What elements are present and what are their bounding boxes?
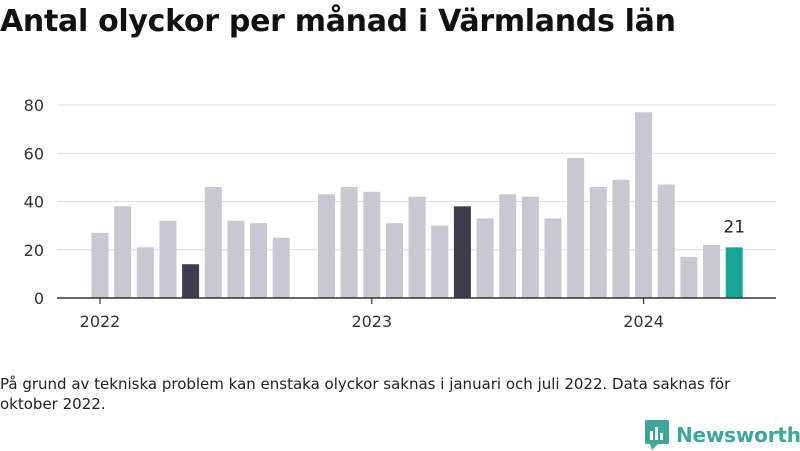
bar-2024-05	[725, 247, 743, 298]
x-tick-label: 2024	[623, 312, 664, 331]
labels: 0 20 40 60 80 2022 2023 2024 21	[24, 96, 745, 331]
bar-2022-09	[272, 237, 290, 298]
chart-title: Antal olyckor per månad i Värmlands län	[0, 4, 676, 39]
bar-2023-08	[521, 196, 539, 298]
bar-2022-05	[182, 264, 200, 298]
bar-2023-05	[453, 206, 471, 298]
bar-2023-12	[612, 179, 630, 298]
bar-2022-01	[91, 232, 109, 298]
x-tick-label: 2023	[351, 312, 392, 331]
axes	[57, 297, 776, 304]
bar-2022-06	[204, 187, 222, 298]
bar-2023-04	[431, 225, 449, 298]
bar-2022-11	[318, 194, 335, 298]
bar-2022-12	[340, 187, 358, 298]
bar-2024-02	[657, 184, 675, 298]
bar-2023-02	[385, 223, 403, 298]
y-tick-label: 80	[24, 96, 44, 115]
y-tick-label: 60	[24, 144, 44, 163]
footnote: På grund av tekniska problem kan enstaka…	[0, 375, 731, 413]
bar-2023-03	[408, 196, 426, 298]
bar-2023-01	[363, 191, 381, 298]
y-tick-label: 0	[34, 289, 44, 308]
bar-2023-11	[589, 187, 607, 298]
bar-2022-03	[136, 247, 154, 298]
bar-2022-07	[227, 220, 245, 298]
bar-chart: 0 20 40 60 80 2022 2023 2024 21	[24, 96, 776, 331]
bar-2022-04	[159, 220, 177, 298]
bars	[91, 112, 743, 298]
bar-2023-09	[544, 218, 562, 298]
brand: Newsworthy	[644, 419, 800, 451]
bar-2022-02	[114, 206, 132, 298]
bar-2024-01	[635, 112, 653, 298]
x-tick-label: 2022	[80, 312, 121, 331]
bar-2023-06	[476, 218, 494, 298]
brand-name: Newsworthy	[676, 423, 800, 447]
bar-2023-10	[567, 158, 585, 298]
data-label: 21	[723, 217, 745, 237]
bar-2022-08	[250, 223, 268, 298]
bar-2024-04	[703, 244, 721, 298]
bar-2024-03	[680, 256, 698, 298]
newsworthy-logo-icon	[645, 420, 669, 450]
y-tick-label: 40	[24, 193, 44, 212]
y-tick-label: 20	[24, 241, 44, 260]
bar-2023-07	[499, 194, 517, 298]
